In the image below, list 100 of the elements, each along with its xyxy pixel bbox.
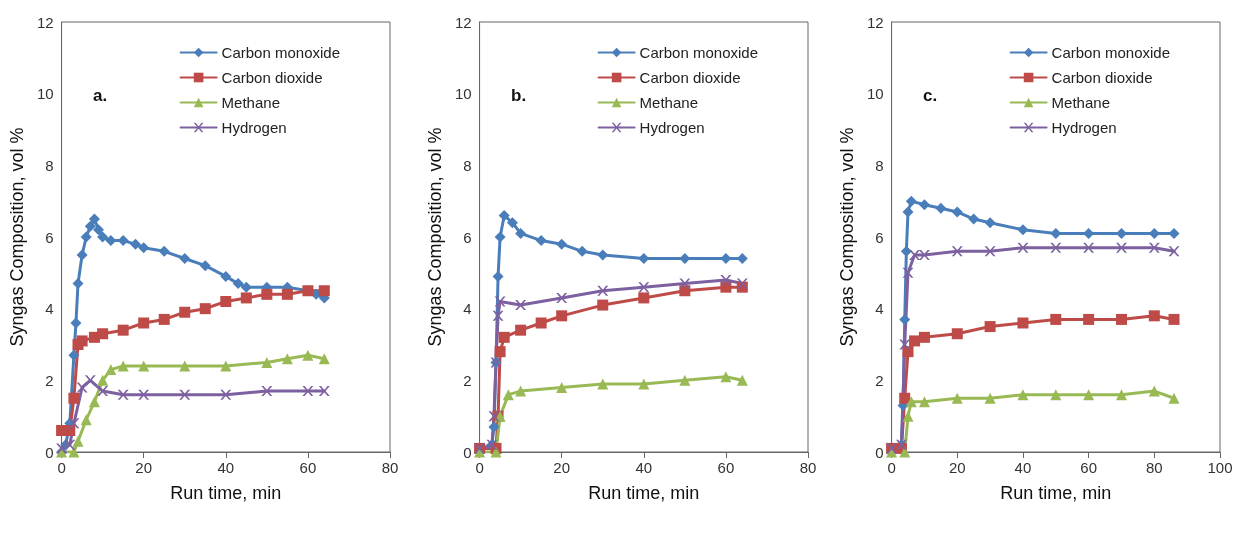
point	[918, 396, 930, 408]
point	[1148, 385, 1160, 397]
point	[899, 446, 911, 458]
x-tick-label: 60	[717, 459, 735, 476]
point	[1148, 310, 1160, 322]
x-tick-label: 40	[217, 459, 235, 476]
point	[492, 310, 504, 321]
point	[1083, 242, 1095, 253]
point	[488, 421, 500, 433]
point	[80, 231, 92, 243]
point	[968, 213, 980, 225]
point	[179, 389, 191, 400]
y-tick-label: 2	[875, 371, 884, 389]
point	[68, 349, 80, 361]
point	[220, 296, 232, 307]
point	[679, 374, 691, 386]
x-tick-label: 0	[887, 459, 896, 476]
y-tick-label: 10	[454, 85, 472, 103]
point	[232, 278, 244, 290]
point	[556, 310, 568, 322]
y-tick-label: 12	[36, 13, 54, 31]
y-tick-label: 6	[45, 228, 54, 246]
point	[498, 210, 510, 221]
point	[84, 220, 96, 232]
legend-label: Hydrogen	[221, 119, 287, 136]
point	[84, 375, 96, 386]
legend-label: Hydrogen	[1051, 119, 1117, 136]
y-tick-label: 4	[875, 300, 884, 318]
point	[638, 282, 650, 293]
x-axis-title: Run time, min	[588, 483, 700, 503]
point	[88, 396, 100, 408]
point	[1050, 389, 1062, 401]
point	[506, 217, 518, 229]
point	[318, 386, 330, 397]
x-tick-label: 80	[1145, 459, 1163, 476]
point	[318, 353, 330, 365]
point	[240, 292, 252, 304]
point	[909, 335, 921, 347]
point	[515, 324, 527, 336]
point	[556, 292, 568, 303]
x-tick-label: 40	[1014, 459, 1032, 476]
y-axis-title: Syngas Composition, vol %	[837, 127, 857, 347]
point	[535, 317, 547, 329]
point	[281, 353, 293, 365]
y-tick-label: 0	[463, 443, 472, 461]
point	[76, 335, 88, 347]
point	[576, 245, 588, 257]
point	[1083, 313, 1095, 325]
point	[138, 317, 150, 329]
point	[318, 285, 330, 297]
y-tick-label: 12	[866, 13, 884, 31]
point	[597, 285, 609, 296]
y-tick-label: 8	[875, 156, 884, 174]
point	[64, 439, 76, 450]
point	[498, 331, 510, 343]
point	[638, 378, 650, 390]
text: c.	[923, 86, 938, 105]
y-tick-label: 6	[463, 228, 472, 246]
x-tick-label: 60	[1080, 459, 1097, 476]
point	[1115, 242, 1127, 253]
legend-label: Methane	[221, 94, 280, 111]
point	[984, 246, 996, 257]
point	[1168, 392, 1180, 404]
point	[951, 246, 963, 257]
point	[199, 260, 211, 272]
x-tick-label: 20	[553, 459, 571, 476]
point	[302, 386, 314, 397]
point	[899, 339, 911, 350]
point	[515, 385, 527, 397]
point	[261, 356, 273, 368]
point	[281, 288, 293, 300]
point	[902, 410, 914, 422]
point	[638, 292, 650, 304]
x-axis-title: Run time, min	[1000, 483, 1112, 503]
point	[905, 396, 917, 408]
point	[105, 364, 117, 376]
point	[138, 242, 150, 254]
point	[984, 321, 996, 333]
point	[220, 270, 232, 282]
point	[720, 371, 732, 383]
point	[951, 328, 963, 340]
point	[179, 306, 191, 318]
point	[68, 418, 80, 429]
x-tick-label: 20	[135, 459, 153, 476]
point	[76, 249, 88, 261]
point	[68, 392, 80, 404]
y-tick-label: 0	[875, 443, 884, 461]
point	[158, 245, 170, 257]
y-tick-label: 10	[866, 85, 884, 103]
point	[535, 235, 547, 247]
point	[502, 389, 514, 401]
point	[515, 227, 527, 239]
x-tick-label: 0	[475, 459, 484, 476]
point	[68, 446, 80, 458]
y-tick-label: 4	[463, 300, 472, 318]
point	[494, 346, 506, 358]
point	[1115, 389, 1127, 401]
point	[179, 360, 191, 372]
point	[899, 313, 911, 325]
point	[129, 238, 141, 250]
